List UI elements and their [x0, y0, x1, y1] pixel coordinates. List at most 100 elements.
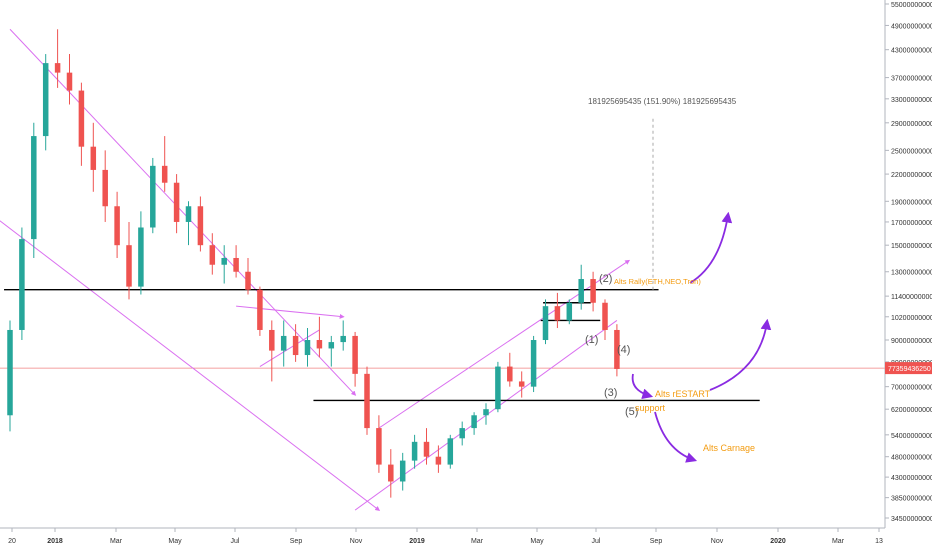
x-tick-label: 2018 — [47, 538, 63, 545]
candle-body — [233, 257, 239, 272]
alts-carnage: Alts Carnage — [703, 443, 755, 453]
candle-body — [554, 306, 561, 321]
candle-body — [507, 366, 513, 382]
candle-body — [185, 206, 192, 222]
candle-body — [364, 373, 370, 429]
candle-body — [102, 169, 108, 207]
candle-body — [471, 415, 477, 429]
candle-body — [399, 460, 406, 482]
y-tick-label: 34500000000 — [891, 516, 932, 523]
arrow-carnage-down — [654, 411, 698, 463]
y-tick-label: 150000000000 — [891, 243, 932, 250]
candle-body — [328, 342, 335, 349]
x-tick-label: 2019 — [409, 538, 425, 545]
candle-body — [19, 239, 25, 330]
candle-body — [269, 329, 275, 351]
x-tick-label: Mar — [110, 538, 123, 545]
wave-3: (3) — [604, 387, 617, 399]
candle-body — [209, 245, 216, 265]
candle-body — [614, 329, 620, 369]
arrow-rally-up — [689, 211, 733, 284]
candles — [7, 29, 620, 498]
candle-body — [138, 227, 144, 287]
candle-body — [566, 302, 573, 321]
candle-body — [114, 206, 120, 246]
current-price-badge — [885, 362, 932, 375]
candle-body — [578, 279, 584, 303]
candle-body — [197, 206, 204, 246]
candle-body — [435, 456, 442, 465]
candle-body — [78, 90, 85, 147]
candle-body — [316, 340, 323, 349]
alts-restart: Alts rESTART — [655, 389, 711, 399]
candle-body — [388, 464, 394, 482]
prediction-arrows — [631, 211, 772, 463]
x-tick-label: Nov — [711, 538, 724, 545]
descending-channel-lower — [0, 220, 381, 512]
current-price-label: 77359436250 — [888, 366, 931, 373]
alts-rally: Alts Rally(ETH,NEO,Tron) — [614, 277, 701, 286]
x-tick-label: Jul — [592, 538, 601, 545]
candle-body — [518, 381, 525, 387]
drawing-lines — [0, 28, 885, 512]
y-tick-label: 43000000000 — [891, 475, 932, 482]
y-tick-label: 90000000000 — [891, 338, 932, 345]
candle-body — [150, 165, 156, 228]
x-tick-label: Mar — [471, 538, 484, 545]
y-tick-label: 114000000000 — [891, 294, 932, 301]
y-tick-label: 70000000000 — [891, 385, 932, 392]
y-tick-label: 290000000000 — [891, 121, 932, 128]
x-axis: 20 2018 Mar May Jul Sep Nov 2019 Mar May Jul Sep Nov… — [0, 527, 885, 545]
y-tick-label: 190000000000 — [891, 199, 932, 206]
x-tick-label: 13 — [875, 538, 883, 545]
candle-body — [352, 335, 358, 374]
candle-body — [459, 428, 465, 439]
wave-5: (5) — [625, 406, 638, 418]
candle-body — [126, 245, 132, 287]
x-tick-label: May — [168, 538, 182, 545]
candle-body — [173, 182, 180, 222]
candle-body — [495, 366, 501, 410]
x-tick-label: Sep — [290, 538, 303, 545]
y-tick-label: 430000000000 — [891, 48, 932, 55]
y-tick-label: 102000000000 — [891, 315, 932, 322]
candle-body — [257, 289, 263, 330]
y-tick-label: 550000000000 — [891, 2, 932, 9]
candle-body — [411, 441, 418, 461]
measure-label: 181925695435 (151.90%) 181925695435 — [588, 97, 737, 106]
candle-body — [31, 136, 37, 240]
y-tick-label: 48000000000 — [891, 455, 932, 462]
y-tick-label: 62000000000 — [891, 407, 932, 414]
candle-body — [590, 279, 596, 303]
wave-4: (4) — [617, 344, 630, 356]
candle-body — [54, 63, 61, 73]
y-tick-label: 54000000000 — [891, 433, 932, 440]
x-tick-label: 2020 — [770, 538, 786, 545]
candle-body — [304, 340, 311, 356]
wave-2: (2) — [599, 273, 612, 285]
triangle-lower — [259, 329, 320, 367]
x-tick-label: 20 — [8, 538, 16, 545]
y-tick-label: 490000000000 — [891, 23, 932, 30]
support-label: support — [635, 403, 666, 413]
candle-body — [292, 335, 299, 356]
arrow-dip — [631, 373, 654, 399]
annotations: 181925695435 (151.90%) 181925695435(2) Al… — [585, 97, 755, 453]
wave-1: (1) — [585, 334, 598, 346]
y-tick-label: 170000000000 — [891, 220, 932, 227]
y-tick-label: 330000000000 — [891, 97, 932, 104]
x-tick-label: Nov — [350, 538, 363, 545]
x-tick-label: May — [530, 538, 544, 545]
candle-body — [530, 340, 537, 387]
y-tick-label: 38500000000 — [891, 496, 932, 503]
candle-body — [245, 271, 251, 290]
candle-body — [221, 257, 227, 265]
candle-body — [602, 302, 608, 330]
candle-body — [66, 72, 73, 91]
triangle-upper — [236, 305, 345, 319]
y-tick-label: 220000000000 — [891, 172, 932, 179]
candle-body — [423, 441, 430, 457]
candle-body — [90, 146, 97, 170]
candle-body — [483, 409, 489, 416]
